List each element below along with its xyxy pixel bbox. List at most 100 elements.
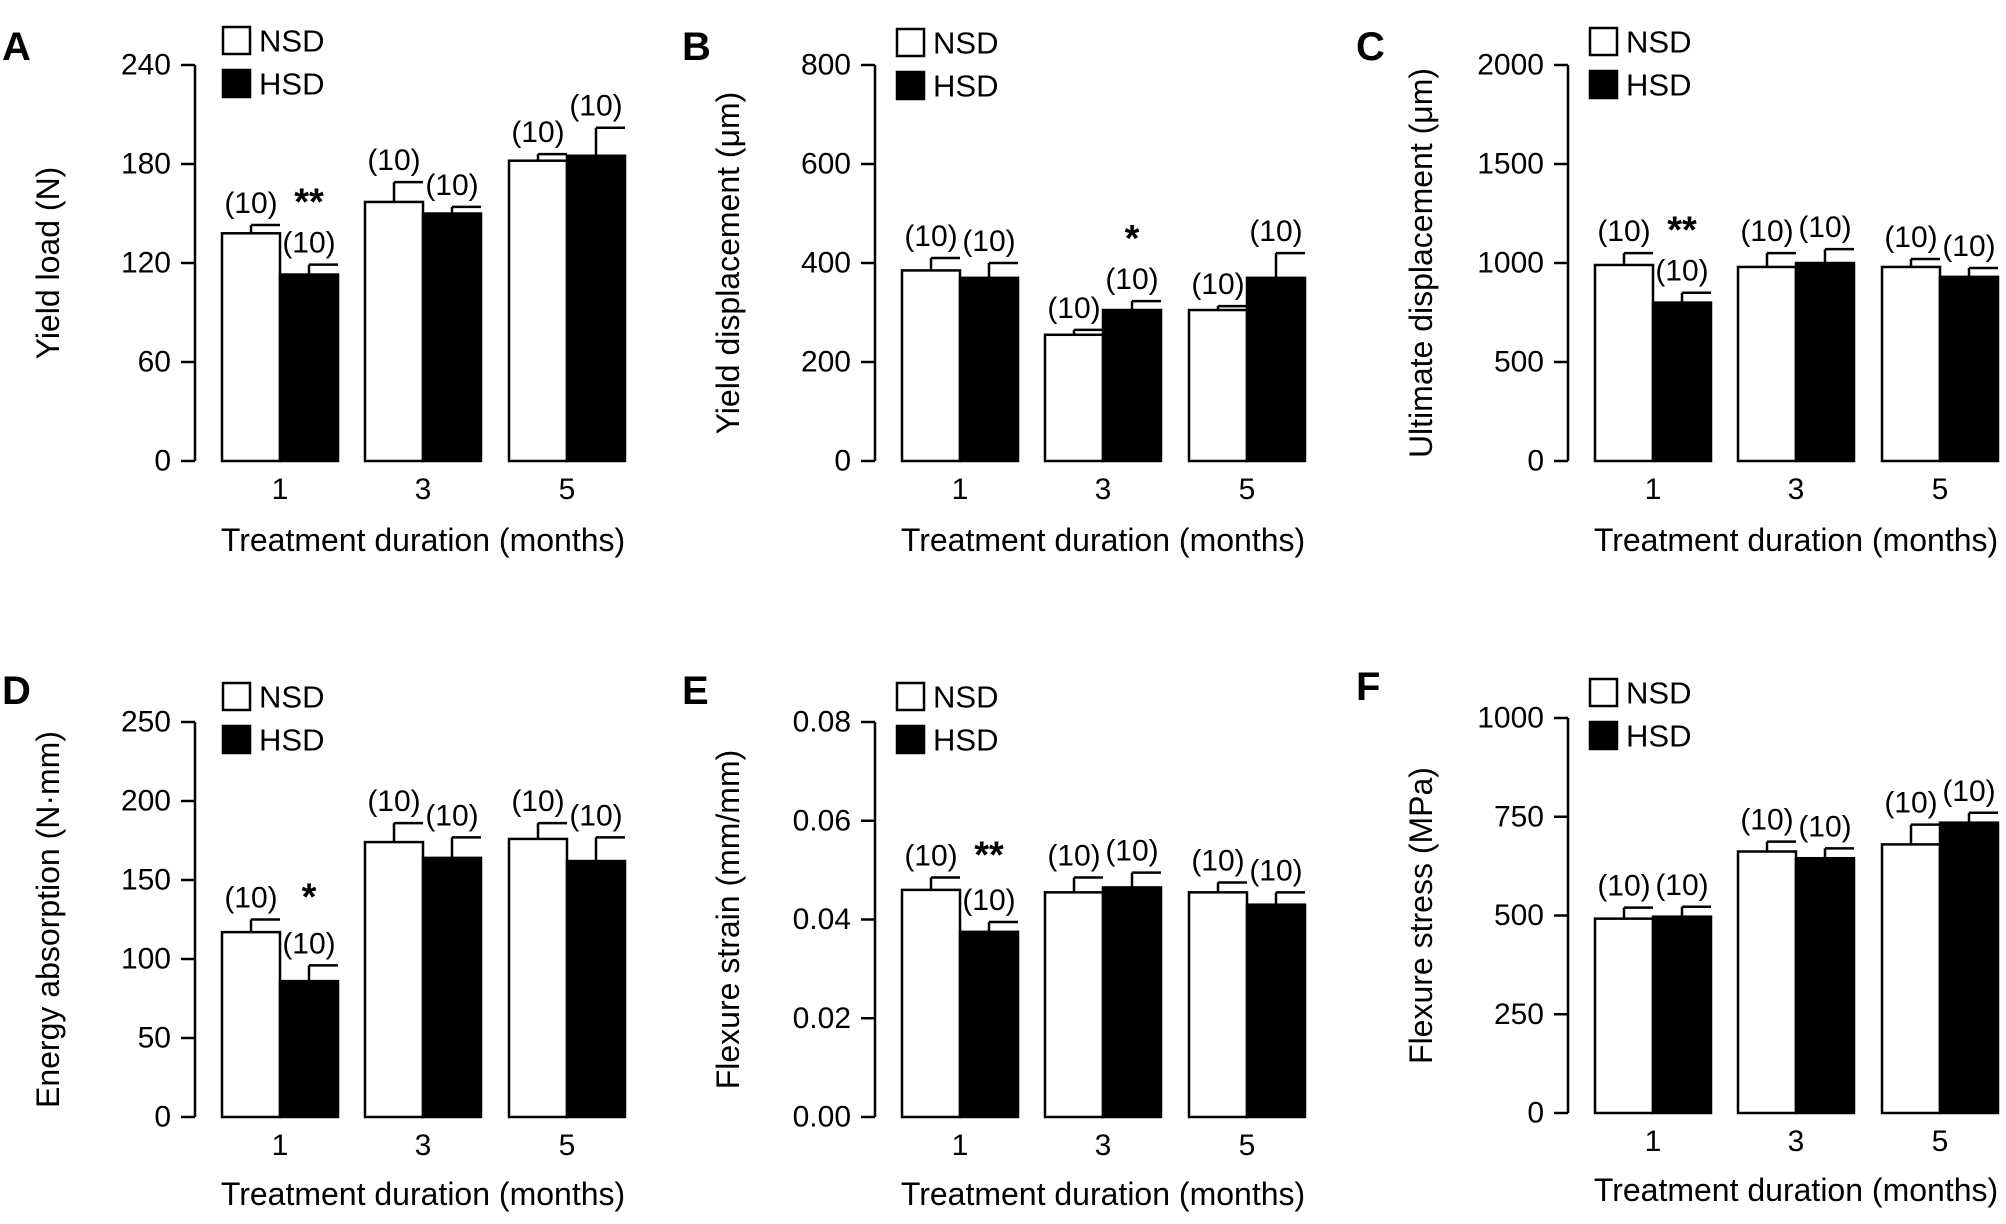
bar-nsd [1043, 891, 1105, 1119]
x-tick-label: 1 [952, 473, 969, 506]
legend-label-hsd: HSD [1626, 68, 1691, 103]
x-tick-label: 5 [1932, 1125, 1949, 1158]
legend-swatch-hsd [1588, 69, 1619, 100]
legend-label-hsd: HSD [259, 67, 324, 102]
y-tick-label: 100 [121, 943, 171, 976]
sample-size-label: (10) [282, 227, 335, 260]
legend: NSD HSD [895, 680, 998, 758]
y-axis-label: Energy absorption (N·mm) [30, 731, 66, 1108]
significance-marker: * [302, 877, 317, 919]
panel-e: E 0.00 0.02 0.04 0.06 0.08 Flexure strain (mm/… [682, 669, 1307, 1212]
y-tick-label: 500 [1494, 346, 1544, 379]
legend-swatch-hsd [1588, 720, 1619, 751]
legend: NSD HSD [1588, 676, 1691, 754]
sample-size-label: (10) [1047, 840, 1100, 873]
sample-size-label: (10) [1249, 215, 1302, 248]
y-tick-label: 0.00 [793, 1101, 851, 1134]
y-tick-label: 50 [138, 1022, 171, 1055]
bar-hsd [1794, 856, 1856, 1115]
legend-label-nsd: NSD [259, 680, 324, 715]
x-tick-label: 5 [1239, 473, 1256, 506]
legend: NSD HSD [221, 24, 324, 102]
sample-size-label: (10) [1942, 775, 1995, 808]
legend: NSD HSD [1588, 25, 1691, 103]
significance-marker: ** [294, 182, 324, 224]
x-axis-label: Treatment duration (months) [1594, 522, 1998, 558]
y-tick-label: 0.08 [793, 706, 851, 739]
y-tick-label: 1000 [1477, 247, 1544, 280]
sample-size-label: (10) [425, 799, 478, 832]
bar-hsd [958, 930, 1020, 1119]
sample-size-label: (10) [1105, 835, 1158, 868]
bar-nsd [1736, 265, 1798, 463]
bar-nsd [900, 269, 962, 463]
sample-size-label: (10) [1105, 263, 1158, 296]
y-tick-label: 200 [121, 785, 171, 818]
sample-size-label: (10) [282, 927, 335, 960]
legend: NSD HSD [221, 680, 324, 758]
bar-hsd [1794, 261, 1856, 463]
y-tick-label: 0 [154, 445, 171, 478]
y-tick-label: 150 [121, 864, 171, 897]
sample-size-label: (10) [1740, 804, 1793, 837]
y-tick-label: 500 [1494, 899, 1544, 932]
y-tick-label: 1000 [1477, 702, 1544, 735]
sample-size-label: (10) [1740, 215, 1793, 248]
bar-nsd [507, 159, 569, 463]
x-axis-label: Treatment duration (months) [221, 522, 625, 558]
legend-swatch-nsd [221, 25, 252, 56]
legend: NSD HSD [895, 26, 998, 104]
x-tick-label: 5 [1932, 473, 1949, 506]
y-tick-label: 250 [121, 706, 171, 739]
bar-nsd [1593, 263, 1655, 463]
bar-nsd [220, 232, 282, 463]
bar-nsd [220, 930, 282, 1119]
x-tick-label: 1 [952, 1129, 969, 1162]
bar-nsd [1187, 308, 1249, 463]
y-tick-label: 120 [121, 247, 171, 280]
significance-marker: ** [1667, 210, 1697, 252]
panel-d: D 0 50 100 150 200 250 Energy absorption (N·mm)… [2, 669, 627, 1212]
x-tick-label: 5 [559, 473, 576, 506]
bar-hsd [1101, 308, 1163, 463]
sample-size-label: (10) [1249, 854, 1302, 887]
legend-swatch-hsd [895, 70, 926, 101]
x-tick-label: 1 [272, 473, 289, 506]
legend-label-hsd: HSD [259, 723, 324, 758]
bar-nsd [1736, 850, 1798, 1115]
bar-hsd [421, 856, 483, 1119]
sample-size-label: (10) [962, 884, 1015, 917]
y-axis-label: Yield displacement (μm) [710, 92, 746, 435]
bar-hsd [278, 273, 340, 463]
y-tick-label: 800 [801, 49, 851, 82]
y-tick-label: 0 [834, 445, 851, 478]
bar-hsd [1245, 276, 1307, 463]
sample-size-label: (10) [904, 840, 957, 873]
legend-label-nsd: NSD [933, 26, 998, 61]
sample-size-label: (10) [1884, 787, 1937, 820]
legend-swatch-nsd [1588, 677, 1619, 708]
x-tick-label: 3 [415, 1129, 432, 1162]
x-tick-label: 3 [415, 473, 432, 506]
y-tick-label: 60 [138, 346, 171, 379]
y-tick-label: 1500 [1477, 148, 1544, 181]
y-tick-label: 250 [1494, 998, 1544, 1031]
panel-letter: C [1356, 25, 1385, 69]
sample-size-label: (10) [569, 799, 622, 832]
x-axis-label: Treatment duration (months) [901, 1176, 1305, 1212]
panel-letter: B [682, 25, 711, 69]
bar-hsd [278, 979, 340, 1119]
legend-swatch-nsd [895, 681, 926, 712]
legend-swatch-nsd [895, 27, 926, 58]
sample-size-label: (10) [224, 882, 277, 915]
bar-nsd [900, 888, 962, 1119]
significance-marker: * [1125, 218, 1140, 260]
y-axis-label: Flexure stress (MPa) [1403, 767, 1439, 1064]
sample-size-label: (10) [1597, 215, 1650, 248]
bar-hsd [1938, 275, 2000, 463]
bar-hsd [1651, 301, 1713, 463]
panel-b: B 0 200 400 600 800 Yield displacement (μm) (10… [682, 25, 1307, 558]
legend-label-hsd: HSD [1626, 719, 1691, 754]
